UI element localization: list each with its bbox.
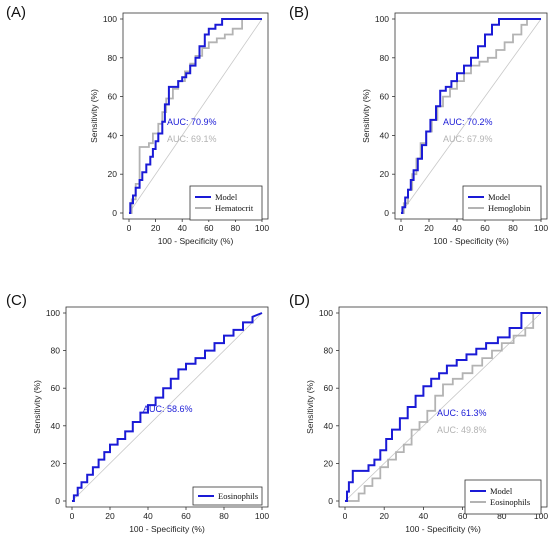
x-tick-label: 80	[508, 223, 518, 233]
auc-label-hematocrit: AUC: 69.1%	[167, 134, 217, 144]
x-tick-label: 100	[534, 223, 548, 233]
y-tick-label: 60	[380, 92, 390, 102]
auc-label-eosinophils: AUC: 58.6%	[143, 404, 193, 414]
y-tick-label: 40	[51, 421, 61, 431]
legend-box	[189, 185, 263, 221]
x-tick-label: 40	[419, 511, 429, 521]
roc-line-model	[345, 312, 541, 502]
y-tick-label: 40	[324, 421, 334, 431]
x-axis-title: 100 - Specificity (%)	[433, 236, 509, 246]
reference-diagonal	[400, 18, 542, 214]
y-tick-label: 0	[112, 208, 117, 218]
y-tick-label: 40	[108, 130, 118, 140]
reference-diagonal	[344, 312, 542, 502]
y-tick-label: 100	[319, 308, 333, 318]
x-tick-label: 60	[204, 223, 214, 233]
auc-label-model: AUC: 61.3%	[437, 408, 487, 418]
y-tick-label: 100	[375, 14, 389, 24]
y-tick-label: 80	[108, 53, 118, 63]
x-tick-label: 60	[480, 223, 490, 233]
y-tick-label: 100	[103, 14, 117, 24]
roc-panels: 0 20 40 60 80 100 0 20 40 60 80 100 100 - Specificit…	[32, 12, 548, 534]
y-tick-label: 40	[380, 130, 390, 140]
x-tick-label: 0	[399, 223, 404, 233]
legend-label-model: Model	[490, 486, 513, 496]
panel-label-a: (A)	[6, 4, 26, 21]
x-tick-label: 20	[424, 223, 434, 233]
x-tick-label: 40	[177, 223, 187, 233]
auc-label-model: AUC: 70.2%	[443, 117, 493, 127]
y-tick-label: 0	[384, 208, 389, 218]
y-tick-label: 80	[51, 346, 61, 356]
legend-label-model: Model	[488, 192, 511, 202]
x-axis-title: 100 - Specificity (%)	[129, 524, 205, 534]
roc-panel-c: 0 20 40 60 80 100 0 20 40 60 80 100 100 - Specificit…	[32, 306, 269, 534]
auc-label-model: AUC: 70.9%	[167, 117, 217, 127]
x-tick-label: 80	[497, 511, 507, 521]
x-tick-label: 100	[255, 223, 269, 233]
y-axis-title: Sensitivity (%)	[32, 380, 42, 434]
x-tick-label: 20	[105, 511, 115, 521]
x-tick-label: 40	[452, 223, 462, 233]
legend-label-model: Model	[215, 192, 238, 202]
plot-frame	[65, 306, 269, 508]
y-tick-label: 80	[380, 53, 390, 63]
x-tick-label: 100	[255, 511, 269, 521]
panel-label-b: (B)	[289, 4, 309, 21]
auc-label-eosinophils: AUC: 49.8%	[437, 425, 487, 435]
x-tick-label: 0	[127, 223, 132, 233]
roc-line-eosinophils	[72, 312, 263, 502]
y-axis-title: Sensitivity (%)	[361, 89, 371, 143]
y-tick-label: 20	[108, 169, 118, 179]
y-tick-label: 20	[324, 458, 334, 468]
roc-line-model	[129, 18, 262, 214]
y-tick-label: 80	[324, 346, 334, 356]
x-tick-label: 60	[458, 511, 468, 521]
roc-panel-d: 0 20 40 60 80 100 0 20 40 60 80 100 100 - Specificit…	[305, 306, 548, 534]
roc-line-hemoglobin	[401, 18, 541, 214]
y-tick-label: 60	[51, 383, 61, 393]
legend-box	[462, 185, 542, 221]
y-tick-label: 60	[108, 92, 118, 102]
legend-label-hemoglobin: Hemoglobin	[488, 203, 531, 213]
legend-label-hematocrit: Hematocrit	[215, 203, 254, 213]
legend-label-eosinophils: Eosinophils	[490, 497, 530, 507]
x-tick-label: 20	[379, 511, 389, 521]
reference-diagonal	[128, 18, 263, 214]
x-axis-title: 100 - Specificity (%)	[158, 236, 234, 246]
y-tick-label: 0	[328, 496, 333, 506]
reference-diagonal	[71, 312, 263, 502]
y-axis-title: Sensitivity (%)	[305, 380, 315, 434]
x-tick-label: 0	[70, 511, 75, 521]
y-tick-label: 0	[55, 496, 60, 506]
x-tick-label: 40	[143, 511, 153, 521]
roc-line-model	[401, 18, 541, 214]
plot-frame	[338, 306, 548, 508]
x-tick-label: 100	[534, 511, 548, 521]
legend-box	[464, 479, 542, 515]
y-axis-title: Sensitivity (%)	[89, 89, 99, 143]
x-tick-label: 80	[219, 511, 229, 521]
roc-line-eosinophils	[345, 312, 541, 502]
x-tick-label: 20	[151, 223, 161, 233]
x-tick-label: 80	[231, 223, 241, 233]
legend-label-eosinophils: Eosinophils	[218, 491, 258, 501]
y-tick-label: 20	[51, 458, 61, 468]
y-tick-label: 20	[380, 169, 390, 179]
auc-label-hemoglobin: AUC: 67.9%	[443, 134, 493, 144]
roc-panel-b: 0 20 40 60 80 100 0 20 40 60 80 100 100 - Specificit…	[361, 12, 548, 246]
panel-label-d: (D)	[289, 292, 310, 309]
y-tick-label: 100	[46, 308, 60, 318]
panel-label-c: (C)	[6, 292, 27, 309]
x-tick-label: 0	[343, 511, 348, 521]
legend-box	[192, 486, 263, 506]
roc-panel-a: 0 20 40 60 80 100 0 20 40 60 80 100 100 - Specificit…	[89, 12, 269, 246]
x-axis-title: 100 - Specificity (%)	[405, 524, 481, 534]
x-tick-label: 60	[181, 511, 191, 521]
y-tick-label: 60	[324, 383, 334, 393]
